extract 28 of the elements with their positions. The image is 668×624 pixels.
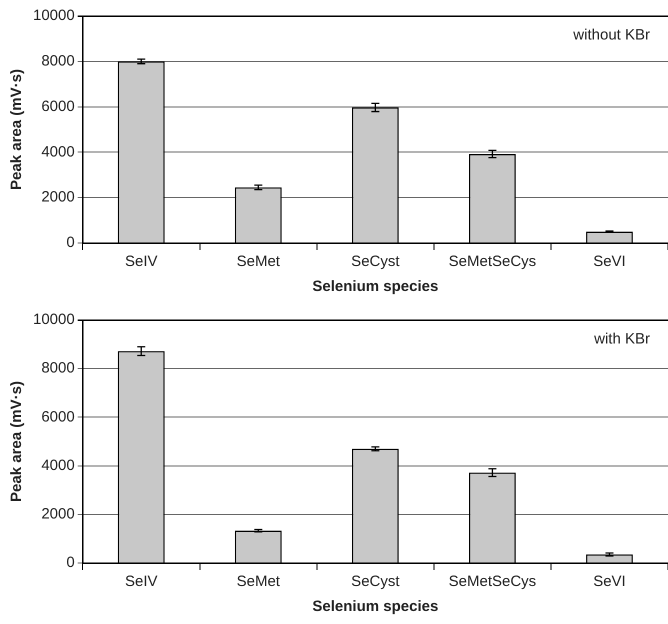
x-tick-label: SeVI — [593, 573, 626, 590]
x-tick-label: SeCyst — [351, 253, 400, 270]
y-tick-label: 6000 — [41, 408, 75, 426]
y-tick-label: 0 — [66, 234, 75, 252]
annotation: with KBr — [593, 330, 650, 348]
x-axis-title: Selenium species — [312, 278, 438, 296]
annotation: without KBr — [572, 26, 650, 44]
x-tick-label: SeMetSeCys — [448, 573, 536, 590]
y-tick-label: 8000 — [41, 360, 75, 377]
y-axis-title: Peak area (mV·s) — [8, 381, 26, 502]
x-tick-label: SeMetSeCys — [448, 253, 536, 270]
y-tick-label: 4000 — [41, 456, 75, 474]
x-tick-label: SeMet — [236, 253, 281, 270]
y-tick-label: 6000 — [41, 98, 75, 115]
y-tick-label: 2000 — [41, 506, 75, 523]
x-tick-label: SeVI — [593, 253, 626, 270]
x-tick-label: SeIV — [124, 253, 158, 270]
y-tick-label: 0 — [66, 554, 75, 572]
x-axis-title: Selenium species — [312, 598, 438, 616]
y-tick-label: 10000 — [32, 311, 75, 328]
y-tick-label: 2000 — [41, 188, 75, 206]
x-tick-label: SeMet — [236, 573, 281, 590]
y-tick-label: 8000 — [41, 52, 75, 70]
x-tick-label: SeCyst — [351, 573, 400, 590]
y-tick-label: 10000 — [32, 7, 75, 24]
x-tick-label: SeIV — [124, 573, 158, 590]
y-axis-title: Peak area (mV·s) — [8, 69, 26, 190]
y-tick-label: 4000 — [41, 143, 75, 160]
